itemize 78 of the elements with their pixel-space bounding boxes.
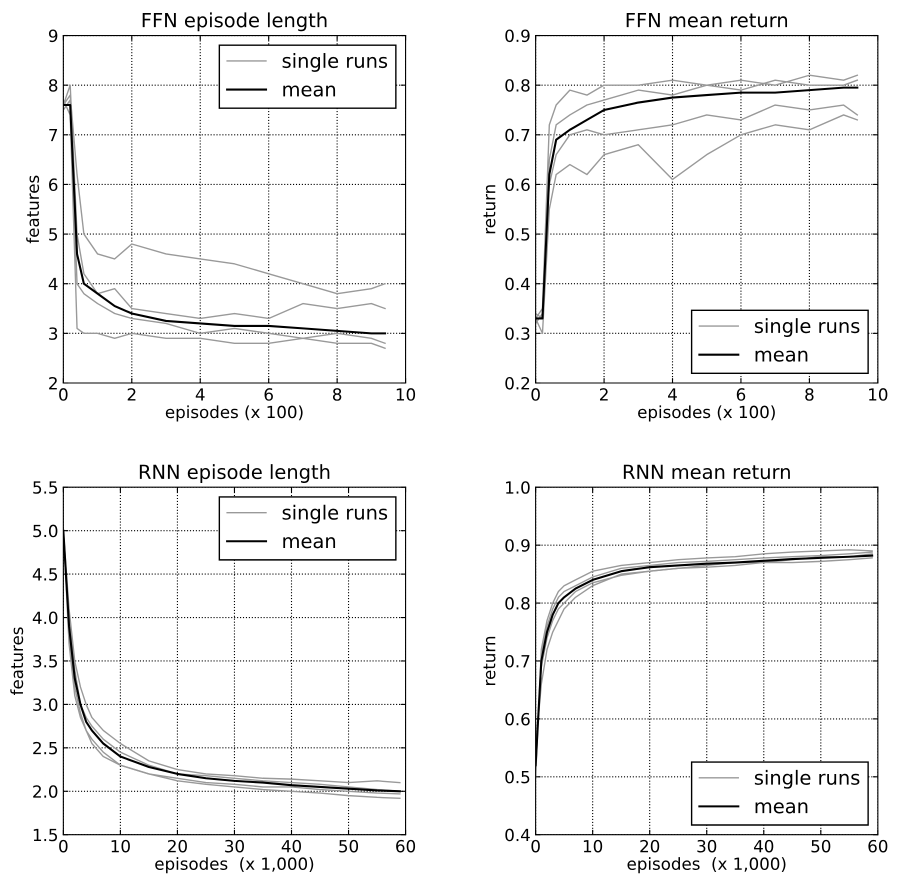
legend-label: single runs — [754, 318, 860, 337]
legend-label: single runs — [754, 770, 860, 789]
x-tick-label: 60 — [396, 840, 416, 852]
x-tick-label: 0 — [59, 388, 68, 401]
y-tick-label: 1.0 — [506, 481, 530, 494]
x-tick-label: 10 — [112, 840, 130, 852]
chart-title: RNN episode length — [140, 464, 330, 483]
y-tick-label: 5.5 — [33, 481, 58, 494]
y-tick-label: 5 — [49, 228, 58, 241]
y-tick-label: 0.3 — [505, 327, 530, 340]
y-tick-label: 0.4 — [505, 278, 530, 290]
y-tick-label: 0.8 — [505, 79, 530, 92]
chart-title: FFN mean return — [626, 13, 788, 28]
legend-label: single runs — [282, 504, 388, 524]
x-tick-label: 40 — [754, 840, 774, 852]
legend-label: mean — [283, 537, 336, 548]
legend-label: mean — [756, 350, 808, 362]
y-tick-label: 0.7 — [505, 128, 530, 142]
legend-label: mean — [283, 85, 336, 97]
y-tick-label: 0.5 — [505, 228, 530, 241]
y-tick-label: 0.6 — [505, 178, 530, 192]
y-tick-label: 0.7 — [505, 654, 530, 668]
x-axis-title: episodes (x 1,000) — [627, 857, 786, 874]
x-tick-label: 0 — [531, 388, 540, 401]
x-tick-label: 8 — [805, 388, 814, 401]
x-tick-label: 8 — [332, 388, 342, 401]
legend-label: single runs — [282, 53, 388, 72]
x-tick-label: 2 — [600, 388, 608, 401]
y-tick-label: 6 — [49, 178, 58, 192]
x-tick-label: 6 — [264, 388, 273, 401]
x-axis-title: episodes (x 100) — [166, 405, 303, 422]
y-tick-label: 9 — [48, 29, 58, 42]
y-tick-label: 0.4 — [505, 828, 530, 842]
x-tick-label: 4 — [196, 388, 205, 401]
y-tick-label: 0.9 — [505, 29, 530, 42]
y-tick-label: 0.2 — [505, 376, 530, 390]
y-tick-label: 1.5 — [34, 828, 58, 842]
y-tick-label: 2.5 — [33, 742, 58, 754]
y-tick-label: 3 — [49, 327, 58, 340]
x-tick-label: 4 — [668, 388, 677, 401]
y-tick-label: 5.0 — [33, 524, 58, 538]
y-tick-label: 4.0 — [32, 612, 58, 624]
x-tick-label: 10 — [396, 388, 416, 401]
x-tick-label: 0 — [59, 840, 68, 852]
chart-title: RNN mean return — [624, 464, 790, 480]
legend-label: mean — [756, 802, 808, 814]
x-tick-label: 0 — [531, 840, 540, 852]
y-tick-label: 4.5 — [32, 568, 58, 581]
chart-title: FFN episode length — [142, 12, 326, 32]
x-axis-title: episodes (x 1,000) — [155, 857, 314, 874]
x-tick-label: 50 — [339, 840, 358, 852]
y-tick-label: 0.5 — [505, 770, 530, 784]
y-tick-label: 2.0 — [33, 785, 58, 798]
x-tick-label: 20 — [640, 840, 660, 852]
y-tick-label: 0.9 — [505, 539, 530, 552]
x-tick-label: 20 — [168, 840, 187, 852]
y-tick-label: 2 — [49, 376, 57, 390]
x-tick-label: 50 — [811, 840, 830, 852]
y-axis-title: return — [484, 185, 496, 234]
y-tick-label: 0.8 — [505, 597, 530, 610]
y-tick-label: 8 — [49, 79, 58, 92]
x-tick-label: 10 — [869, 388, 888, 401]
y-axis-title: return — [484, 636, 496, 685]
x-tick-label: 60 — [868, 840, 888, 852]
x-tick-label: 40 — [282, 840, 301, 852]
y-tick-label: 3.5 — [33, 654, 58, 668]
y-tick-label: 3.0 — [33, 698, 58, 711]
y-axis-title: features — [10, 627, 24, 696]
x-axis-title: episodes (x 100) — [638, 405, 775, 422]
x-tick-label: 6 — [736, 388, 746, 401]
y-axis-title: features — [26, 176, 40, 244]
y-tick-label: 0.6 — [505, 712, 530, 726]
x-tick-label: 10 — [584, 840, 602, 852]
x-tick-label: 30 — [225, 840, 244, 852]
x-tick-label: 2 — [128, 388, 136, 401]
x-tick-label: 30 — [697, 840, 716, 852]
y-tick-label: 7 — [49, 128, 58, 142]
y-tick-label: 4 — [48, 278, 58, 290]
